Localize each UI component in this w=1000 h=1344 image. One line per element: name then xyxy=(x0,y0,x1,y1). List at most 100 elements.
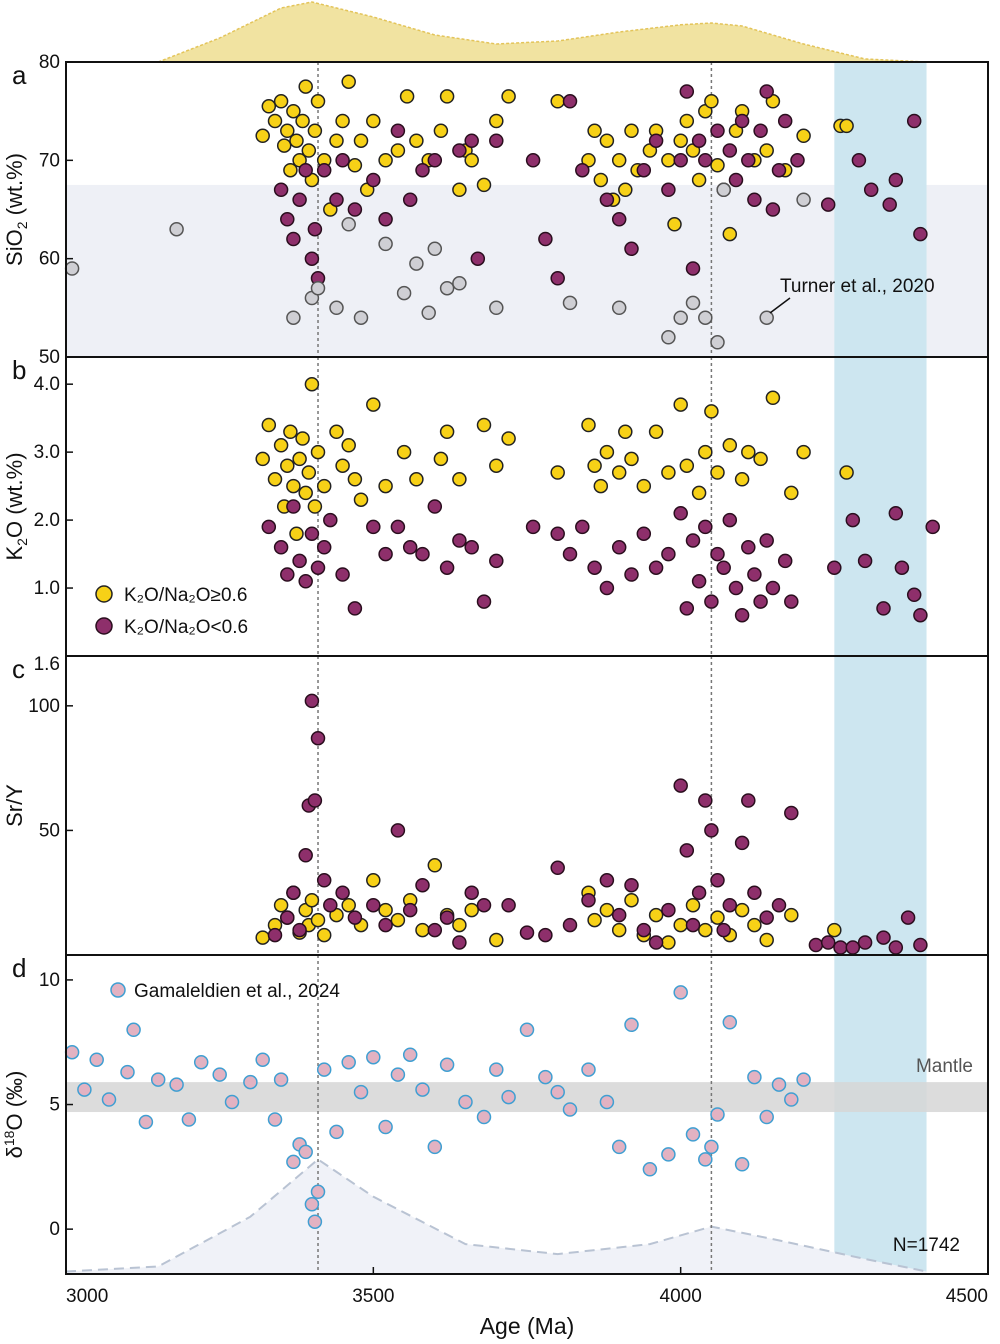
point-low-k xyxy=(759,533,774,548)
y-axis-label: δ18O (‰) xyxy=(1,1071,27,1159)
point-low-k xyxy=(900,910,916,925)
panel-a-sio2: 50 60 70 80 a SiO2 (wt.%) Turner et al., 2020 xyxy=(2,52,989,368)
point-oxygen-isotope xyxy=(243,1074,258,1090)
point-oxygen-isotope xyxy=(304,1196,320,1212)
point-high-k xyxy=(273,94,289,109)
point-oxygen-isotope xyxy=(796,1072,811,1087)
point-oxygen-isotope xyxy=(378,1119,393,1135)
point-low-k xyxy=(329,192,344,207)
y-tick-label: 50 xyxy=(39,347,60,368)
point-high-k xyxy=(378,153,393,168)
point-oxygen-isotope xyxy=(439,1057,455,1072)
point-low-k xyxy=(366,519,381,535)
point-high-k xyxy=(307,499,323,514)
point-oxygen-isotope xyxy=(562,1102,578,1117)
point-high-k xyxy=(378,478,393,494)
point-low-k xyxy=(464,540,479,555)
point-low-k xyxy=(280,567,295,582)
point-low-k xyxy=(728,172,744,188)
point-low-k xyxy=(741,540,756,555)
point-low-k xyxy=(439,910,455,925)
point-oxygen-isotope xyxy=(120,1064,135,1080)
point-oxygen-isotope xyxy=(307,1214,323,1229)
point-low-k xyxy=(857,935,873,950)
point-low-k xyxy=(704,823,719,838)
point-low-k xyxy=(734,835,750,851)
point-oxygen-isotope xyxy=(286,1154,301,1170)
point-low-k xyxy=(845,940,861,955)
point-high-k xyxy=(710,465,725,480)
point-high-k xyxy=(366,397,381,412)
point-low-k xyxy=(307,221,323,237)
point-high-k xyxy=(295,113,310,129)
point-low-k xyxy=(857,553,873,569)
point-high-k xyxy=(489,458,504,473)
point-high-k xyxy=(611,465,627,480)
point-high-k xyxy=(611,153,627,168)
point-literature xyxy=(759,310,774,325)
point-literature xyxy=(353,310,369,325)
point-high-k xyxy=(283,162,298,178)
point-low-k xyxy=(538,231,553,247)
point-oxygen-isotope xyxy=(489,1062,504,1077)
point-oxygen-isotope xyxy=(734,1157,750,1172)
point-oxygen-isotope xyxy=(341,1054,356,1070)
point-low-k xyxy=(888,506,904,521)
point-low-k xyxy=(913,607,928,623)
point-low-k xyxy=(292,922,307,938)
point-oxygen-isotope xyxy=(273,1072,289,1087)
point-low-k xyxy=(759,84,774,99)
point-literature xyxy=(698,310,713,325)
point-high-k xyxy=(710,910,725,925)
point-literature xyxy=(310,280,326,296)
point-high-k xyxy=(316,478,332,494)
point-low-k xyxy=(550,271,565,286)
point-high-k xyxy=(550,94,565,109)
point-high-k xyxy=(366,113,381,129)
point-high-k xyxy=(765,390,781,406)
point-low-k xyxy=(765,580,781,596)
point-low-k xyxy=(894,560,910,575)
point-oxygen-isotope xyxy=(77,1082,92,1097)
point-low-k xyxy=(415,877,430,893)
point-low-k xyxy=(464,885,479,900)
point-low-k xyxy=(698,153,713,168)
point-high-k xyxy=(335,458,350,473)
point-low-k xyxy=(913,226,928,242)
point-low-k xyxy=(366,172,381,188)
point-oxygen-isotope xyxy=(193,1054,209,1070)
point-high-k xyxy=(827,922,842,938)
point-literature xyxy=(710,335,725,350)
point-literature xyxy=(685,295,701,311)
point-literature xyxy=(611,300,627,316)
point-low-k xyxy=(316,540,332,555)
mantle-band xyxy=(66,1082,988,1113)
point-high-k xyxy=(624,123,639,139)
point-low-k xyxy=(925,519,940,535)
point-low-k xyxy=(310,730,326,746)
point-low-k xyxy=(402,540,418,555)
y-tick-label: 60 xyxy=(39,249,60,270)
point-literature xyxy=(64,261,80,276)
mantle-label: Mantle xyxy=(916,1056,973,1077)
point-literature xyxy=(427,241,443,257)
point-high-k xyxy=(399,89,415,104)
point-low-k xyxy=(771,162,787,178)
point-high-k xyxy=(501,431,516,446)
point-high-k xyxy=(301,465,317,480)
point-high-k xyxy=(636,478,652,494)
point-high-k xyxy=(341,438,356,453)
point-low-k xyxy=(636,526,652,541)
point-oxygen-isotope xyxy=(224,1094,240,1110)
point-low-k xyxy=(347,910,363,925)
point-low-k xyxy=(489,553,504,569)
point-high-k xyxy=(673,397,688,412)
point-high-k xyxy=(280,123,295,139)
point-high-k xyxy=(796,128,811,144)
y-axis-label: K2O (wt.%) xyxy=(2,452,30,560)
point-low-k xyxy=(716,922,731,938)
point-low-k xyxy=(273,182,289,198)
point-literature xyxy=(452,276,467,291)
point-low-k xyxy=(575,519,590,535)
point-low-k xyxy=(827,560,842,575)
